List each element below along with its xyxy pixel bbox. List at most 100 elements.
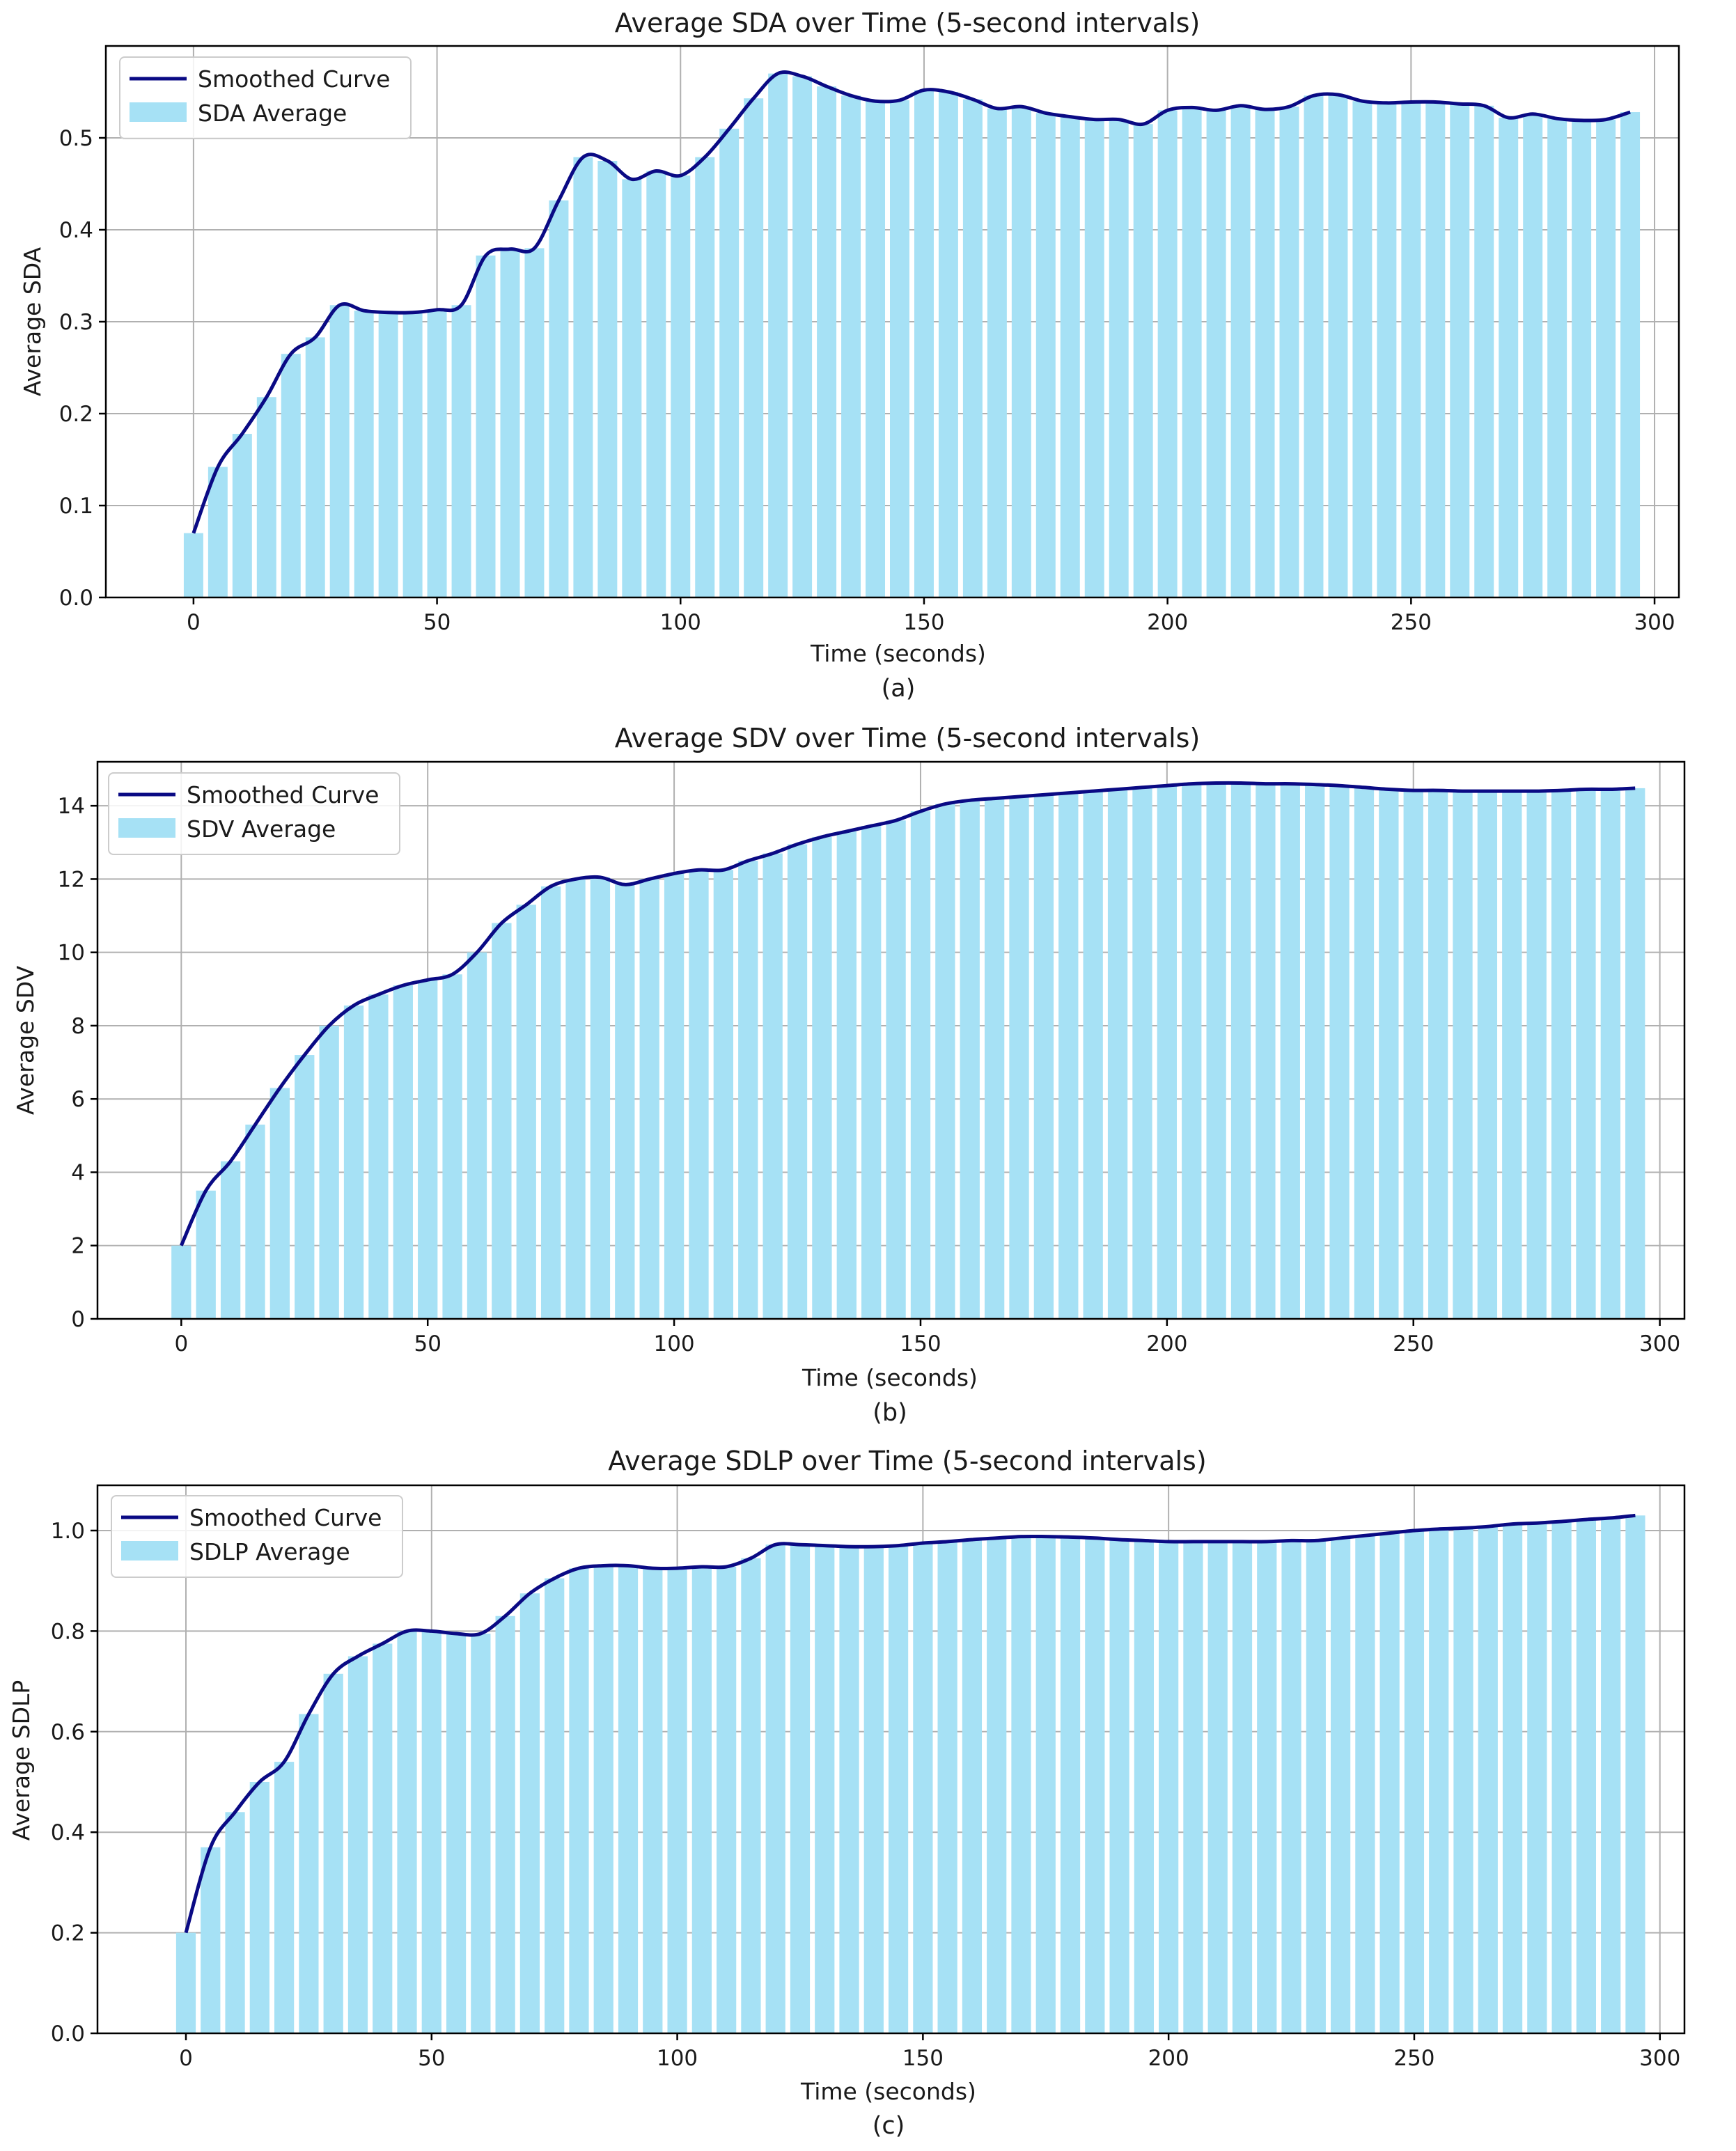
bar bbox=[1305, 784, 1325, 1319]
bar bbox=[1281, 1540, 1301, 2033]
bar-series bbox=[175, 1515, 1645, 2033]
bar bbox=[524, 248, 545, 597]
x-tick-label: 50 bbox=[414, 1331, 441, 1356]
legend-bar-swatch bbox=[121, 1541, 178, 1561]
bar bbox=[914, 90, 934, 598]
bar bbox=[1157, 110, 1178, 597]
bar bbox=[373, 1643, 393, 2033]
bar bbox=[1377, 102, 1397, 598]
bar bbox=[1060, 116, 1080, 597]
bar bbox=[689, 870, 709, 1319]
bar bbox=[913, 1543, 933, 2033]
legend-box bbox=[111, 1495, 403, 1578]
bar bbox=[319, 1025, 339, 1319]
bar bbox=[1230, 105, 1251, 598]
bar bbox=[1551, 1521, 1572, 2033]
bar bbox=[1499, 117, 1519, 597]
bar bbox=[232, 434, 252, 597]
bar bbox=[1257, 1541, 1277, 2033]
bar bbox=[393, 985, 413, 1319]
bar bbox=[615, 884, 635, 1319]
bar bbox=[841, 95, 861, 597]
y-tick-label: 6 bbox=[71, 1087, 85, 1112]
bar bbox=[343, 1006, 364, 1319]
bar bbox=[378, 312, 398, 597]
bar bbox=[1625, 788, 1645, 1319]
x-axis-label: Time (seconds) bbox=[801, 1364, 978, 1391]
panel-label: (a) bbox=[882, 675, 916, 703]
bar bbox=[812, 836, 832, 1319]
legend-bar-swatch bbox=[118, 818, 175, 838]
x-axis: 0 50 100 150 200 250 300 bbox=[187, 597, 1675, 635]
y-tick-label: 0.2 bbox=[59, 402, 93, 427]
bar bbox=[713, 870, 734, 1319]
bar bbox=[1279, 107, 1299, 597]
bar bbox=[347, 1656, 368, 2033]
smoothed-curve-line bbox=[191, 70, 1631, 534]
bar bbox=[573, 157, 593, 598]
bar bbox=[208, 467, 228, 597]
bar bbox=[667, 1568, 687, 2033]
bar bbox=[183, 533, 203, 597]
bar bbox=[1255, 109, 1275, 597]
y-axis-label: Average SDA bbox=[19, 247, 46, 396]
bar bbox=[1060, 1537, 1081, 2033]
bar bbox=[719, 128, 740, 598]
bar bbox=[787, 844, 808, 1319]
plot-frame bbox=[96, 760, 1686, 1320]
bar bbox=[1182, 783, 1202, 1319]
legend-box bbox=[119, 56, 412, 139]
bar bbox=[549, 200, 569, 597]
bar bbox=[1428, 790, 1448, 1319]
x-tick-label: 150 bbox=[902, 2046, 944, 2071]
bar bbox=[597, 161, 618, 597]
x-tick-label: 250 bbox=[1393, 1331, 1434, 1356]
bar bbox=[1132, 787, 1152, 1319]
bar bbox=[792, 76, 813, 597]
bar bbox=[295, 1055, 315, 1319]
bar bbox=[1576, 789, 1596, 1319]
bar bbox=[171, 1245, 191, 1319]
bar bbox=[196, 1190, 216, 1319]
bar bbox=[886, 820, 906, 1319]
bar bbox=[1280, 783, 1300, 1319]
bar bbox=[768, 73, 788, 598]
bar bbox=[888, 1545, 909, 2033]
bar bbox=[671, 175, 691, 597]
y-tick-label: 0.4 bbox=[51, 1820, 85, 1845]
y-tick-label: 0.6 bbox=[51, 1720, 85, 1745]
bar bbox=[1085, 1538, 1105, 2033]
legend: Smoothed Curve SDV Average bbox=[108, 772, 400, 855]
bar bbox=[418, 980, 438, 1319]
bar bbox=[935, 804, 955, 1319]
bar bbox=[299, 1714, 319, 2033]
bar bbox=[866, 101, 886, 597]
bar bbox=[500, 249, 520, 597]
bar bbox=[1502, 1524, 1523, 2033]
x-tick-label: 200 bbox=[1146, 1331, 1187, 1356]
bar bbox=[937, 1541, 957, 2033]
bar bbox=[1232, 1541, 1253, 2033]
x-axis-label: Time (seconds) bbox=[800, 2078, 976, 2105]
bar bbox=[861, 826, 882, 1319]
bar bbox=[1328, 94, 1348, 597]
bar bbox=[890, 100, 909, 597]
bar bbox=[1206, 783, 1226, 1319]
bar bbox=[815, 1545, 835, 2033]
bar bbox=[1133, 124, 1153, 597]
bar-series bbox=[183, 73, 1641, 598]
bar bbox=[1453, 791, 1473, 1319]
bar bbox=[1547, 118, 1567, 597]
bar bbox=[1453, 1528, 1473, 2033]
bar bbox=[622, 179, 642, 597]
bar bbox=[323, 1673, 343, 2033]
bar bbox=[1625, 1515, 1645, 2033]
bar bbox=[960, 800, 980, 1319]
y-tick-label: 14 bbox=[58, 794, 85, 819]
bar bbox=[329, 305, 350, 597]
bar bbox=[1084, 119, 1104, 598]
bar bbox=[1009, 797, 1029, 1319]
y-tick-label: 0.0 bbox=[59, 586, 93, 611]
bar bbox=[442, 974, 462, 1319]
x-tick-label: 200 bbox=[1147, 610, 1188, 635]
